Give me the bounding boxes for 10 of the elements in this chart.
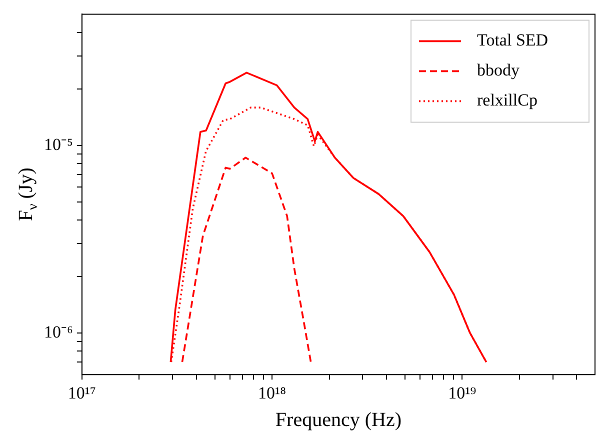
x-tick-label: 10¹⁹: [448, 383, 476, 402]
x-tick-label: 10¹⁷: [68, 383, 96, 402]
legend-label: relxillCp: [477, 90, 538, 110]
y-tick-label: 10⁻⁵: [44, 134, 73, 154]
x-axis-title: Frequency (Hz): [275, 409, 402, 431]
y-tick-label: 10⁻⁶: [44, 322, 73, 342]
x-tick-label: 10¹⁸: [258, 383, 286, 402]
legend-label: Total SED: [477, 30, 548, 50]
y-axis-title: Fν (Jy): [15, 168, 41, 222]
legend-label: bbody: [477, 60, 520, 80]
